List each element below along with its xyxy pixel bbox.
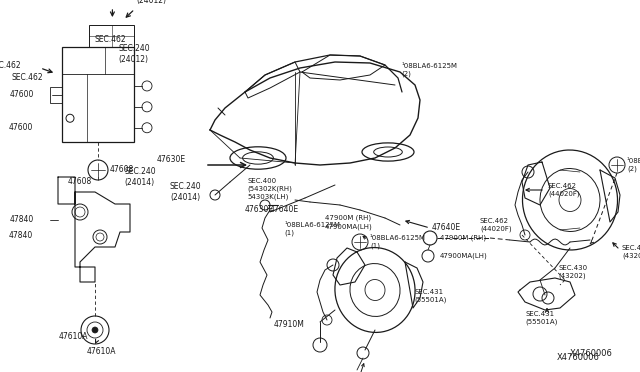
Text: ¹08BLA6-6125M
(1): ¹08BLA6-6125M (1) <box>370 235 426 249</box>
Text: SEC.430
(43202): SEC.430 (43202) <box>622 245 640 259</box>
Text: SEC.462: SEC.462 <box>95 35 126 44</box>
Text: 47600: 47600 <box>10 90 35 99</box>
Text: SEC.240
(24012): SEC.240 (24012) <box>118 44 150 64</box>
Text: 47900M (RH): 47900M (RH) <box>440 235 486 241</box>
Text: ¹08BLA6-6125M
(1): ¹08BLA6-6125M (1) <box>285 222 341 236</box>
Circle shape <box>93 230 107 244</box>
Text: SEC.400
(54302K(RH)
54303K(LH): SEC.400 (54302K(RH) 54303K(LH) <box>248 178 292 200</box>
Text: 47610A: 47610A <box>87 347 116 356</box>
Text: 47900MA(LH): 47900MA(LH) <box>440 253 488 259</box>
Text: 47630E: 47630E <box>245 205 274 215</box>
Text: 47630E: 47630E <box>157 155 186 164</box>
Text: SEC.240
(24014): SEC.240 (24014) <box>125 167 156 187</box>
Circle shape <box>72 204 88 220</box>
Bar <box>50 87 62 103</box>
Text: SEC.240
(24014): SEC.240 (24014) <box>170 182 202 202</box>
Text: 47610A: 47610A <box>59 332 88 341</box>
Bar <box>62 47 134 142</box>
Text: 47608: 47608 <box>110 166 134 174</box>
Text: 47840: 47840 <box>8 231 33 240</box>
Text: SEC.462
(44020F): SEC.462 (44020F) <box>480 218 511 232</box>
Text: SEC.431
(55501A): SEC.431 (55501A) <box>525 311 557 325</box>
Bar <box>90 25 134 47</box>
Text: ¹08BLA6-6125M
(2): ¹08BLA6-6125M (2) <box>401 63 457 77</box>
Text: 47640E: 47640E <box>432 224 461 232</box>
Text: SEC.462
(44020F): SEC.462 (44020F) <box>548 183 580 197</box>
Circle shape <box>92 327 98 333</box>
Text: SEC.431
(55501A): SEC.431 (55501A) <box>415 289 447 303</box>
Text: ¹08BLA6-6125M
(2): ¹08BLA6-6125M (2) <box>627 158 640 172</box>
Text: SEC.240
(24012): SEC.240 (24012) <box>137 0 168 5</box>
Text: 47910M: 47910M <box>274 320 305 329</box>
Text: 47900MA(LH): 47900MA(LH) <box>325 224 373 230</box>
Text: X4760006: X4760006 <box>570 350 613 359</box>
Text: 47608: 47608 <box>67 177 92 186</box>
Text: 47840: 47840 <box>10 215 35 224</box>
Text: 47640E: 47640E <box>270 205 300 214</box>
Text: X4760006: X4760006 <box>557 353 600 362</box>
Text: SEC.462: SEC.462 <box>0 61 22 71</box>
Text: SEC.462: SEC.462 <box>115 0 146 1</box>
Text: 47600: 47600 <box>8 123 33 132</box>
Text: 47900M (RH): 47900M (RH) <box>325 214 371 221</box>
Text: SEC.430
(43202): SEC.430 (43202) <box>558 265 588 279</box>
Text: SEC.462: SEC.462 <box>12 73 43 81</box>
